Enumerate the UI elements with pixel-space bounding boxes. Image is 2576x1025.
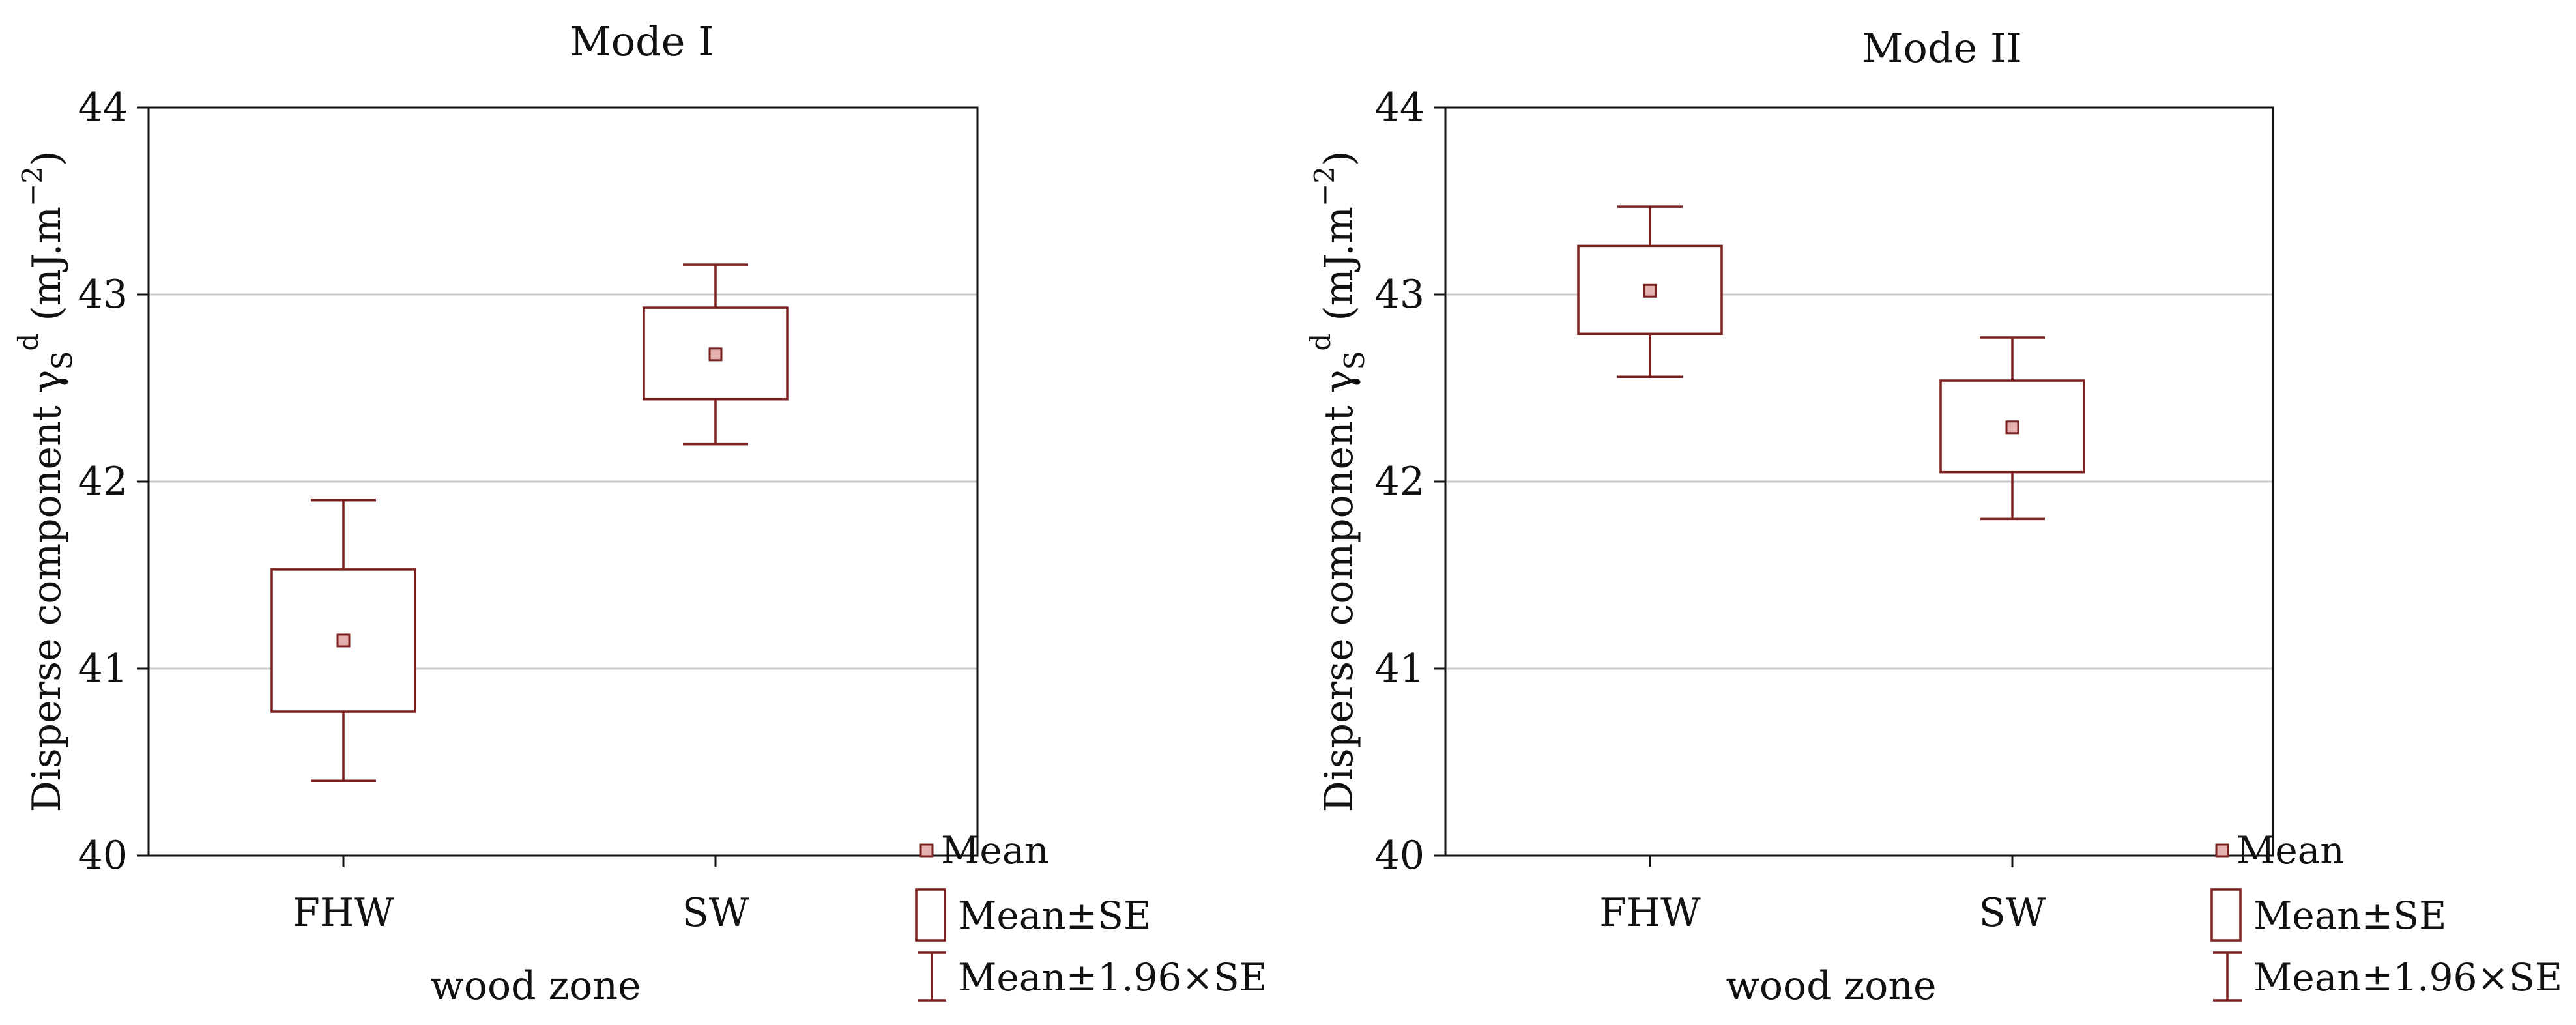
y-axis-label-unit: (mJ.m [1316, 207, 1362, 334]
box-fhw [1577, 205, 1723, 379]
y-axis-label-subscript: S [1339, 351, 1370, 370]
legend-mean-label: Mean [2236, 828, 2345, 873]
legend: Mean Mean±SE Mean±1.96×SE [915, 828, 1267, 1002]
y-tick-label: 43 [78, 272, 128, 317]
box-sw [1939, 336, 2085, 521]
x-tick-label: SW [1979, 890, 2046, 936]
y-axis-label-close: ) [1316, 151, 1362, 166]
x-tick-label: FHW [1599, 890, 1701, 936]
mean-marker [336, 633, 351, 648]
y-tick-label: 44 [78, 85, 128, 130]
y-axis-label: Disperse component γSd (mJ.m−2) [12, 151, 78, 813]
mean-marker [708, 347, 723, 362]
legend-se-box [915, 888, 946, 942]
y-tick-label: 42 [78, 459, 128, 504]
chart-panel-mode-i: Mode I 40 41 42 43 44 FHW SW Disperse component … [12, 18, 1267, 1009]
y-axis-label: Disperse component γSd (mJ.m−2) [1305, 151, 1370, 813]
legend: Mean Mean±SE Mean±1.96×SE [2210, 828, 2562, 1002]
y-axis-label-unit: (mJ.m [24, 207, 70, 334]
y-axis-label-main: Disperse component γ [24, 369, 70, 812]
box-fhw [270, 498, 416, 782]
y-tick-label: 40 [78, 833, 128, 878]
x-tick-label: FHW [293, 890, 394, 936]
chart-title: Mode I [570, 18, 714, 65]
legend-se-label: Mean±SE [2253, 893, 2446, 938]
legend-ci-label: Mean±1.96×SE [2253, 955, 2562, 1000]
x-tick-label: SW [682, 890, 749, 936]
y-axis-label-unit-superscript: −2 [1309, 166, 1340, 207]
legend-ci-label: Mean±1.96×SE [958, 955, 1267, 1000]
legend-mean-label: Mean [941, 828, 1049, 873]
y-axis-label-close: ) [24, 151, 70, 166]
legend-mean-marker [919, 843, 934, 858]
x-axis-label: wood zone [431, 963, 641, 1009]
y-axis-label-main: Disperse component γ [1316, 369, 1362, 812]
y-tick-label: 41 [1375, 646, 1425, 691]
x-axis-label: wood zone [1726, 963, 1937, 1009]
y-axis-label-subscript: S [46, 351, 78, 370]
mean-marker [1643, 283, 1657, 298]
mean-marker [2005, 420, 2019, 435]
y-tick-label: 43 [1375, 272, 1425, 317]
legend-mean-marker [2215, 843, 2229, 858]
box-sw [643, 263, 789, 446]
chart-panel-mode-ii: Mode II 40 41 42 43 44 FHW SW Disperse component… [1305, 24, 2562, 1009]
y-tick-label: 42 [1375, 459, 1425, 504]
legend-se-label: Mean±SE [958, 893, 1151, 938]
legend-se-box [2210, 888, 2242, 942]
chart-title: Mode II [1862, 24, 2022, 72]
y-axis-label-superscript: d [1305, 334, 1337, 351]
y-axis-label-unit-superscript: −2 [16, 166, 48, 207]
y-tick-label: 44 [1375, 85, 1425, 130]
y-tick-label: 40 [1375, 833, 1425, 878]
y-axis-label-superscript: d [12, 334, 44, 351]
y-tick-label: 41 [78, 646, 128, 691]
